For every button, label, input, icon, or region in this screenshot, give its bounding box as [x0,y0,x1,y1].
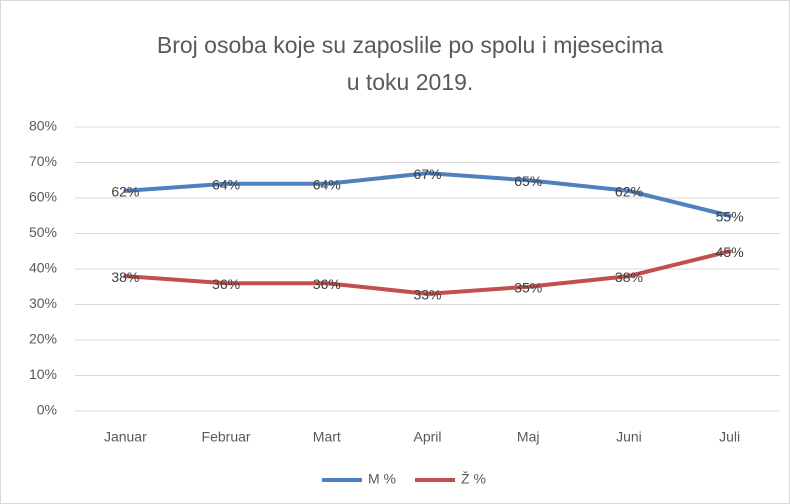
chart-title: Broj osoba koje su zaposlile po spolu i … [157,32,663,58]
data-label: 64% [212,177,240,193]
y-tick-label: 0% [37,402,57,418]
data-label: 62% [615,184,643,200]
data-label: 64% [313,177,341,193]
data-label: 38% [111,269,139,285]
y-tick-label: 20% [29,331,57,347]
series-line [123,171,732,218]
data-label: 38% [615,269,643,285]
x-tick-label: Januar [104,429,147,445]
x-tick-label: Mart [313,429,341,445]
x-tick-label: Juni [616,429,642,445]
legend-label: M % [368,471,396,487]
x-tick-label: Februar [202,429,251,445]
y-tick-label: 50% [29,224,57,240]
y-tick-label: 60% [29,189,57,205]
series-line [123,249,732,296]
data-label: 33% [413,287,441,303]
x-tick-label: Maj [517,429,540,445]
data-label: 36% [212,276,240,292]
data-label: 55% [716,208,744,224]
chart-title: u toku 2019. [347,69,474,95]
data-label: 45% [716,244,744,260]
legend-label: Ž % [461,471,486,487]
y-tick-label: 40% [29,260,57,276]
y-tick-label: 70% [29,153,57,169]
x-tick-label: Juli [719,429,740,445]
y-tick-label: 10% [29,366,57,382]
x-tick-label: April [413,429,441,445]
y-tick-label: 80% [29,118,57,134]
data-label: 67% [413,166,441,182]
data-label: 35% [514,279,542,295]
data-label: 62% [111,184,139,200]
data-label: 65% [514,173,542,189]
y-tick-label: 30% [29,295,57,311]
data-label: 36% [313,276,341,292]
